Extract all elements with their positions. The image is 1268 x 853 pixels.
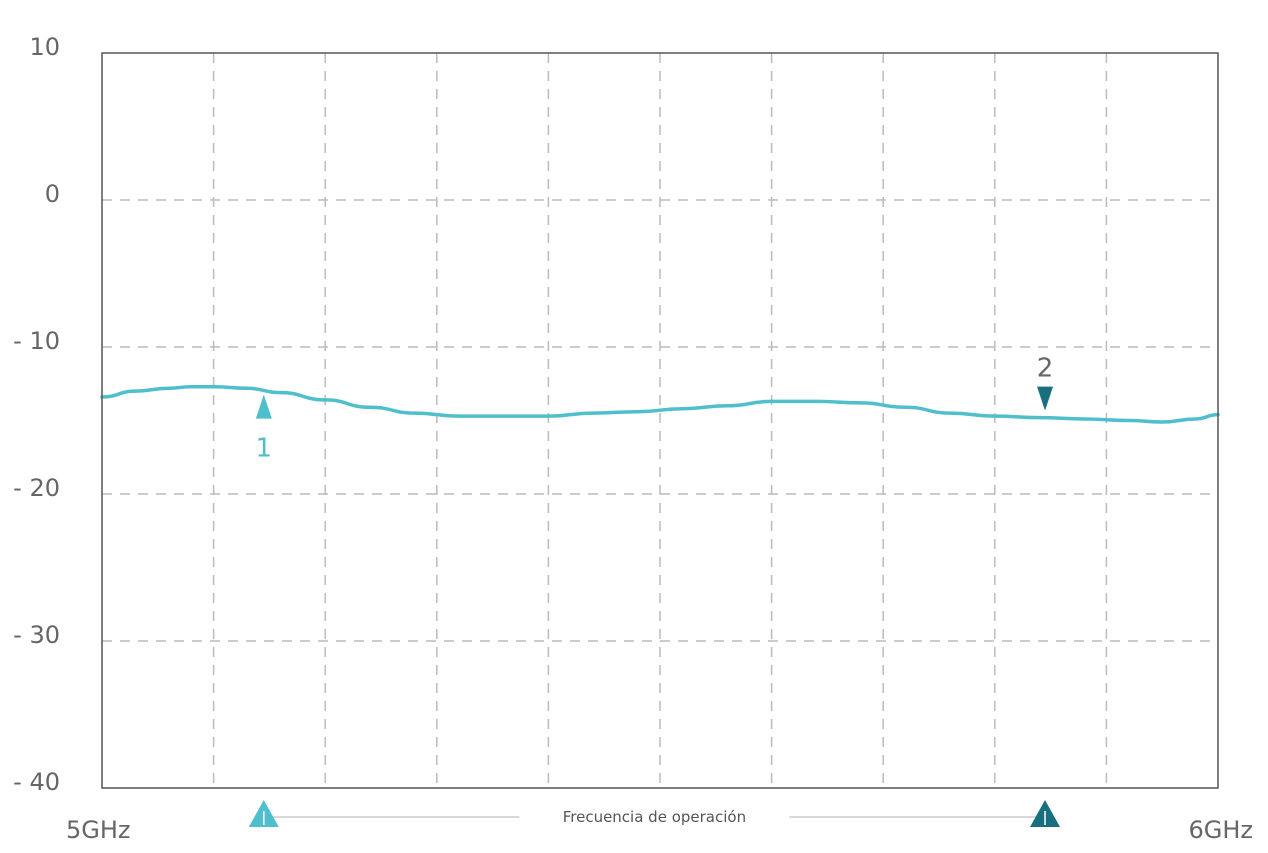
y-tick-label: 0 <box>45 180 60 208</box>
series-lines <box>100 384 1220 424</box>
y-tick-label: - 20 <box>13 474 60 502</box>
marker-label: 2 <box>1037 354 1054 384</box>
operating-band: Frecuencia de operación <box>248 800 1061 827</box>
y-tick-label: - 10 <box>13 327 60 355</box>
band-label: Frecuencia de operación <box>563 808 746 826</box>
plot-frame <box>101 52 1219 789</box>
x-axis-ticks: 5GHz 6GHz <box>66 816 1253 844</box>
y-tick-label: - 40 <box>13 768 60 796</box>
grid <box>102 53 1218 788</box>
marker-triangle <box>255 394 272 419</box>
markers: 12 <box>256 354 1054 464</box>
x-tick-label: 5GHz <box>66 816 131 844</box>
series-line <box>100 384 1220 424</box>
y-axis-ticks: 10 0 - 10 - 20 - 30 - 40 <box>13 33 60 796</box>
marker-triangle <box>1037 386 1054 411</box>
y-tick-label: 10 <box>29 33 60 61</box>
y-tick-label: - 30 <box>13 621 60 649</box>
x-tick-label: 6GHz <box>1188 816 1253 844</box>
marker-label: 1 <box>256 434 273 464</box>
